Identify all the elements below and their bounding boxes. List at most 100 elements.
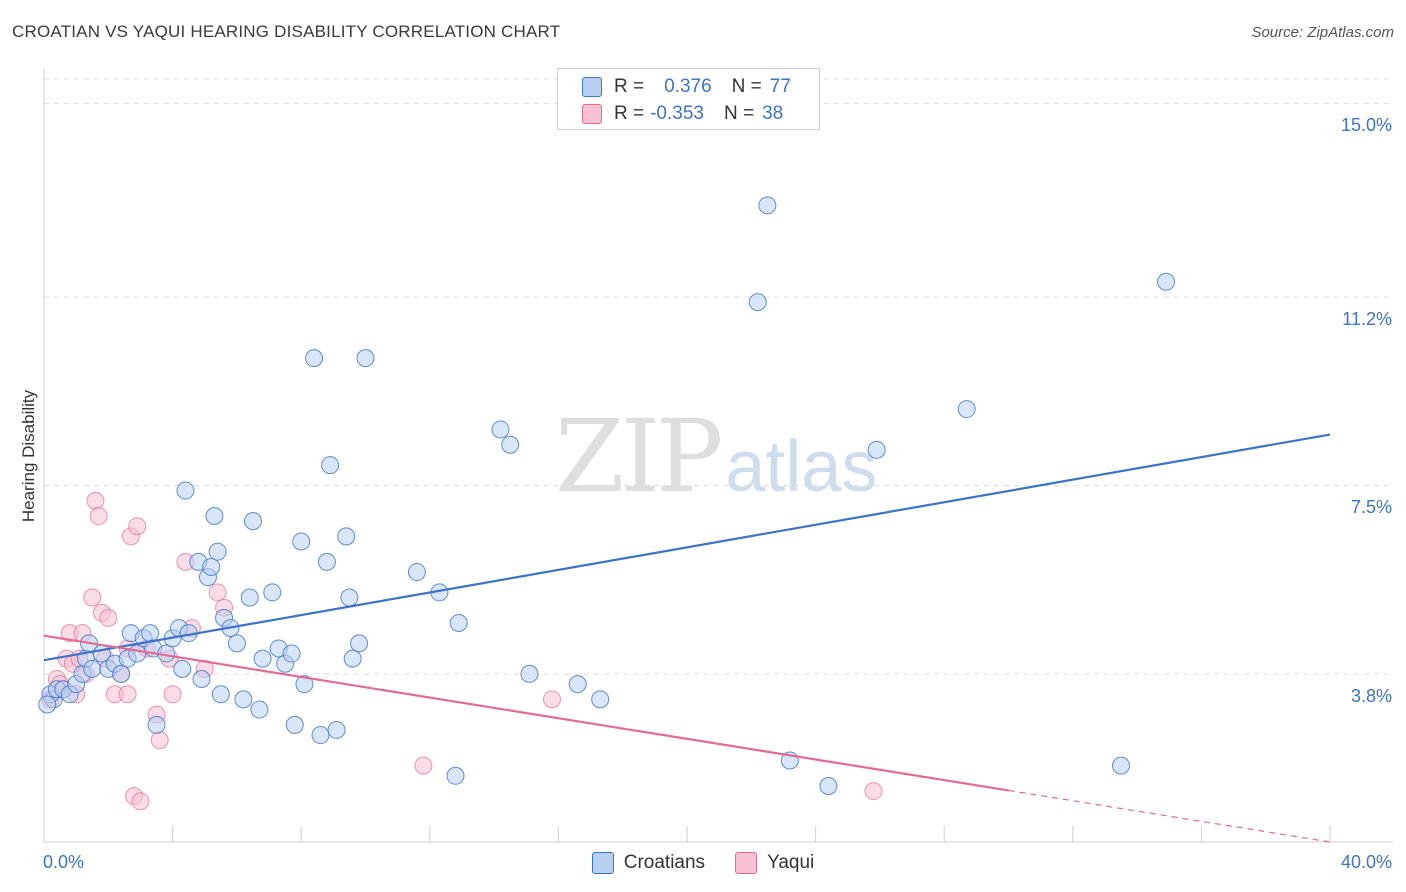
croatian-point — [211, 685, 230, 704]
croatian-point — [449, 613, 468, 632]
n-label: N = — [731, 76, 762, 97]
croatian-point — [867, 440, 886, 459]
croatian-point — [285, 715, 304, 734]
watermark-zip: ZIP — [555, 398, 723, 515]
croatian-point — [491, 420, 510, 439]
croatian-point — [819, 776, 838, 795]
n-value: 38 — [762, 103, 784, 124]
croatian-point — [317, 552, 336, 571]
yaqui-swatch — [582, 104, 602, 124]
yaqui-point — [131, 792, 150, 811]
x-tick-label-min: 0.0% — [43, 852, 85, 872]
legend-label: Yaqui — [767, 852, 815, 873]
croatian-point — [957, 400, 976, 419]
yaqui-point — [89, 507, 108, 526]
chart-title: CROATIAN VS YAQUI HEARING DISABILITY COR… — [12, 22, 561, 41]
r-label: R = — [614, 76, 645, 97]
grid-lines — [44, 78, 1393, 675]
croatian-point — [83, 659, 102, 678]
legend-row-croatians: R = 0.376 N = 77 — [582, 75, 791, 99]
yaqui-point — [864, 782, 883, 801]
croatian-point — [234, 690, 253, 709]
croatian-point — [758, 196, 777, 215]
croatian-point — [202, 557, 221, 576]
croatian-point — [250, 700, 269, 719]
croatian-point — [205, 507, 224, 526]
croatian-point — [340, 588, 359, 607]
croatian-point — [568, 675, 587, 694]
yaqui-swatch — [735, 852, 758, 874]
croatian-point — [356, 349, 375, 368]
yaqui-point — [86, 491, 105, 510]
r-value: 0.376 — [664, 76, 712, 97]
yaqui-point — [150, 731, 169, 750]
croatian-point — [141, 624, 160, 643]
croatian-point — [253, 649, 272, 668]
croatian-point — [327, 720, 346, 739]
legend-row-yaqui: R = -0.353 N = 38 — [582, 102, 783, 126]
croatian-point — [305, 349, 324, 368]
y-tick-label: 11.2% — [1342, 309, 1392, 329]
croatian-points — [38, 196, 1176, 795]
croatian-point — [350, 634, 369, 653]
croatian-point — [1157, 272, 1176, 291]
croatian-point — [292, 532, 311, 551]
croatian-point — [112, 664, 131, 683]
yaqui-point — [83, 588, 102, 607]
croatian-point — [343, 649, 362, 668]
croatian-point — [282, 644, 301, 663]
croatian-point — [311, 726, 330, 745]
croatian-point — [1112, 756, 1131, 775]
croatian-point — [520, 664, 539, 683]
legend-label: Croatians — [623, 852, 706, 873]
yaqui-trend-line — [43, 634, 1009, 792]
yaqui-point — [208, 583, 227, 602]
legend-item-yaqui[interactable]: Yaqui — [735, 852, 814, 874]
croatian-point — [321, 456, 340, 475]
source-label: Source: ZipAtlas.com — [1251, 24, 1394, 41]
legend-item-croatians[interactable]: Croatians — [591, 852, 706, 874]
yaqui-point — [99, 608, 118, 627]
y-tick-label: 15.0% — [1340, 115, 1392, 136]
watermark-atlas: atlas — [725, 427, 878, 507]
y-tick-label: 7.5% — [1350, 497, 1392, 518]
n-value: 77 — [769, 76, 791, 97]
y-tick-label: 3.8% — [1350, 685, 1392, 706]
croatian-point — [263, 583, 282, 602]
croatians-trend-line — [43, 433, 1331, 662]
x-tick-label-max: 40.0% — [1340, 852, 1392, 872]
croatian-point — [748, 293, 767, 312]
correlation-legend: R = 0.376 N = 77 R = -0.353 N = 38 — [557, 68, 820, 130]
r-value: -0.353 — [650, 103, 704, 124]
axes — [43, 68, 1393, 843]
series-legend: Croatians Yaqui — [0, 852, 1406, 874]
croatians-swatch — [591, 852, 614, 874]
croatian-point — [501, 435, 520, 454]
yaqui-point — [118, 685, 137, 704]
croatian-point — [337, 527, 356, 546]
y-axis-label: Hearing Disability — [19, 389, 38, 523]
watermark: ZIPatlas — [555, 398, 877, 515]
yaqui-point — [414, 756, 433, 775]
croatian-point — [176, 481, 195, 500]
croatians-swatch — [582, 77, 602, 97]
croatian-point — [446, 766, 465, 785]
croatian-point — [38, 695, 57, 714]
croatian-point — [295, 675, 314, 694]
yaqui-trend-extension — [1008, 789, 1331, 843]
yaqui-point — [542, 690, 561, 709]
yaqui-point — [128, 517, 147, 536]
croatian-point — [591, 690, 610, 709]
yaqui-point — [163, 685, 182, 704]
croatian-point — [243, 512, 262, 531]
n-label: N = — [723, 103, 755, 124]
croatian-point — [173, 659, 192, 678]
croatian-point — [128, 644, 147, 663]
r-label: R = — [614, 103, 645, 124]
trend-lines — [43, 433, 1331, 843]
croatian-point — [208, 542, 227, 561]
croatian-point — [407, 563, 426, 582]
croatian-point — [240, 588, 259, 607]
croatian-point — [192, 670, 211, 689]
